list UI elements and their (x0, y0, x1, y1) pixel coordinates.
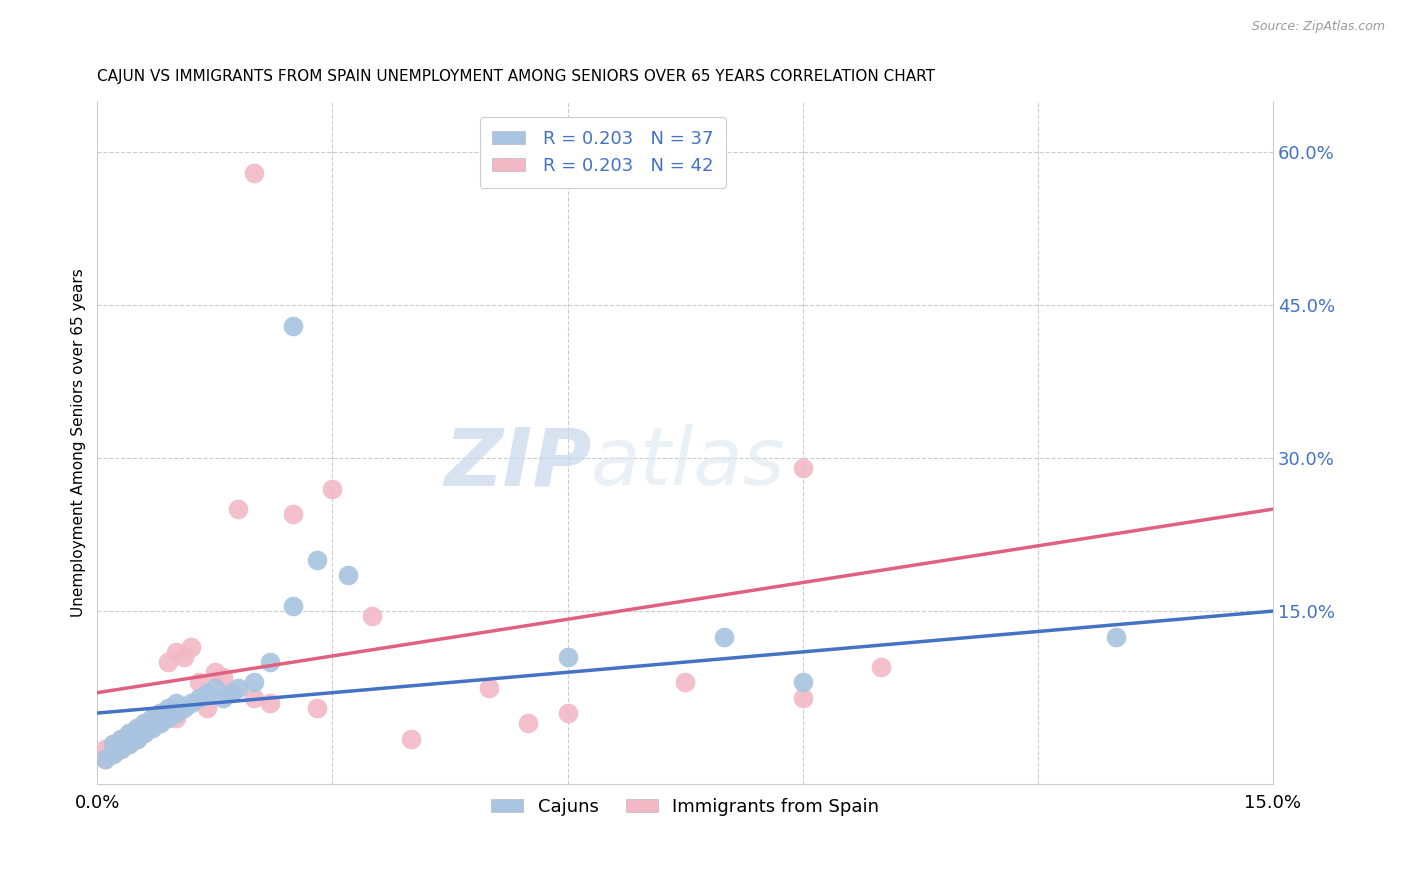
Point (118, 726, 141, 740)
Point (156, 701, 179, 715)
Point (134, 716, 156, 731)
Y-axis label: Unemployment Among Seniors over 65 years: Unemployment Among Seniors over 65 years (72, 268, 86, 617)
Point (1105, 630, 1128, 644)
Text: Source: ZipAtlas.com: Source: ZipAtlas.com (1251, 20, 1385, 33)
Point (125, 722, 148, 736)
Point (713, 630, 735, 644)
Point (125, 722, 148, 736)
Point (125, 731, 148, 746)
Point (156, 711, 179, 725)
Point (792, 690, 814, 705)
Point (219, 686, 242, 700)
Point (360, 609, 382, 624)
Point (110, 741, 132, 756)
Point (149, 706, 172, 720)
Point (149, 706, 172, 720)
Point (792, 461, 814, 475)
Point (204, 665, 226, 680)
Point (557, 650, 579, 665)
Point (134, 716, 156, 731)
Point (165, 711, 187, 725)
Point (156, 655, 179, 669)
Point (219, 686, 242, 700)
Point (141, 722, 163, 736)
Point (188, 675, 211, 690)
Point (165, 696, 187, 710)
Point (134, 726, 156, 740)
Point (173, 701, 195, 715)
Point (141, 711, 163, 725)
Point (165, 645, 187, 659)
Point (118, 737, 141, 751)
Point (118, 726, 141, 740)
Point (94, 752, 117, 766)
Point (101, 747, 124, 761)
Point (134, 726, 156, 740)
Point (110, 731, 132, 746)
Point (399, 731, 422, 746)
Point (204, 681, 226, 695)
Legend: Cajuns, Immigrants from Spain: Cajuns, Immigrants from Spain (484, 791, 887, 823)
Point (243, 675, 266, 690)
Point (94, 752, 117, 766)
Point (557, 706, 579, 720)
Point (517, 716, 540, 731)
Text: ZIP: ZIP (444, 425, 591, 502)
Point (243, 690, 266, 705)
Point (149, 716, 172, 731)
Point (110, 741, 132, 756)
Point (321, 482, 343, 496)
Point (792, 675, 814, 690)
Point (228, 681, 250, 695)
Point (283, 599, 305, 613)
Point (337, 568, 360, 582)
Text: atlas: atlas (591, 425, 786, 502)
Point (141, 722, 163, 736)
Point (195, 686, 218, 700)
Point (283, 508, 305, 522)
Point (283, 318, 305, 333)
Point (259, 696, 281, 710)
Point (101, 737, 124, 751)
Point (141, 711, 163, 725)
Point (173, 650, 195, 665)
Point (94, 741, 117, 756)
Point (243, 166, 266, 180)
Point (110, 731, 132, 746)
Point (180, 640, 202, 654)
Point (228, 502, 250, 516)
Point (305, 701, 328, 715)
Point (165, 706, 187, 720)
Point (125, 731, 148, 746)
Point (211, 670, 233, 684)
Point (188, 690, 211, 705)
Point (211, 690, 233, 705)
Point (259, 655, 281, 669)
Point (305, 553, 328, 567)
Point (101, 747, 124, 761)
Point (478, 681, 501, 695)
Point (180, 696, 202, 710)
Point (673, 675, 696, 690)
Text: CAJUN VS IMMIGRANTS FROM SPAIN UNEMPLOYMENT AMONG SENIORS OVER 65 YEARS CORRELAT: CAJUN VS IMMIGRANTS FROM SPAIN UNEMPLOYM… (97, 69, 935, 84)
Point (101, 737, 124, 751)
Point (149, 716, 172, 731)
Point (870, 660, 893, 674)
Point (118, 737, 141, 751)
Point (195, 701, 218, 715)
